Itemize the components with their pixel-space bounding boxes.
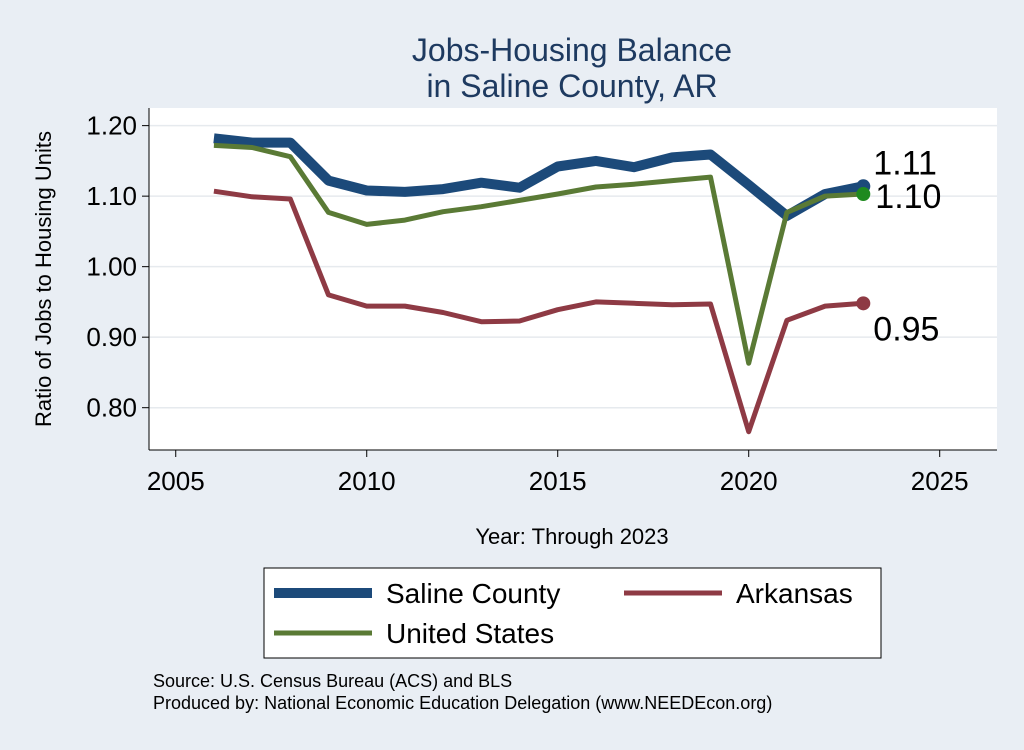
produced-note: Produced by: National Economic Education…: [153, 693, 772, 713]
chart-title-line-2: in Saline County, AR: [426, 68, 717, 104]
x-tick-label-0: 2005: [147, 466, 205, 496]
end-point-arkansas: [856, 296, 871, 311]
x-ticks: 2005 2010 2015 2020 2025: [147, 450, 969, 496]
chart-title-line-1: Jobs-Housing Balance: [412, 32, 732, 68]
x-axis-label: Year: Through 2023: [475, 524, 668, 549]
y-axis-label: Ratio of Jobs to Housing Units: [31, 131, 56, 427]
y-tick-label-3: 1.10: [86, 181, 137, 211]
legend-label-united-states: United States: [386, 618, 554, 649]
y-tick-label-0: 0.80: [86, 393, 137, 423]
end-label-arkansas: 0.95: [873, 310, 939, 348]
source-note: Source: U.S. Census Bureau (ACS) and BLS: [153, 671, 512, 691]
end-point-united-states: [856, 187, 871, 202]
x-tick-label-2: 2015: [529, 466, 587, 496]
series-group: [213, 133, 865, 435]
end-label-united-states: 1.10: [875, 178, 941, 216]
x-tick-label-3: 2020: [720, 466, 778, 496]
x-tick-label-4: 2025: [911, 466, 969, 496]
y-ticks: 0.80 0.90 1.00 1.10 1.20: [86, 111, 149, 423]
legend-box: [263, 567, 882, 659]
end-label-saline-county: 1.11: [873, 144, 937, 182]
y-tick-label-4: 1.20: [86, 111, 137, 141]
series-line-arkansas: [213, 188, 864, 435]
y-tick-label-1: 0.90: [86, 322, 137, 352]
x-tick-label-1: 2010: [338, 466, 396, 496]
end-labels: 1.11 0.95 1.10: [856, 144, 941, 348]
legend: Saline County Arkansas United States: [263, 567, 882, 659]
legend-label-saline-county: Saline County: [386, 578, 560, 609]
y-tick-label-2: 1.00: [86, 252, 137, 282]
series-line-saline-county: [213, 133, 865, 221]
series-line-united-states: [213, 142, 864, 366]
legend-label-arkansas: Arkansas: [736, 578, 853, 609]
grid: [149, 124, 997, 409]
